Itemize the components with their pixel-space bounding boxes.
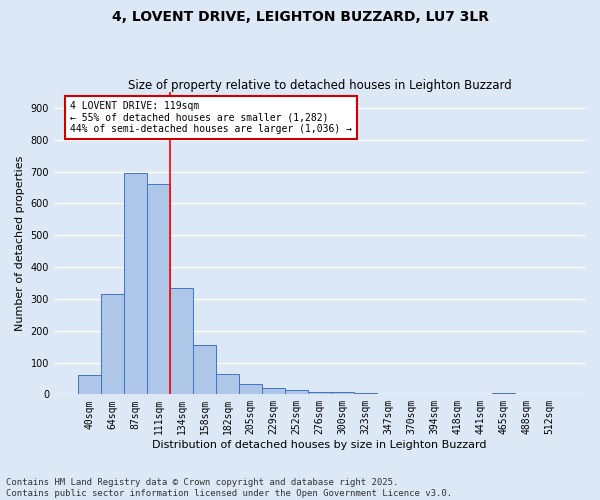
Bar bbox=[216, 374, 239, 394]
Bar bbox=[492, 392, 515, 394]
Bar bbox=[331, 392, 354, 394]
Bar bbox=[78, 375, 101, 394]
Bar bbox=[262, 388, 285, 394]
Title: Size of property relative to detached houses in Leighton Buzzard: Size of property relative to detached ho… bbox=[128, 79, 511, 92]
Text: 4, LOVENT DRIVE, LEIGHTON BUZZARD, LU7 3LR: 4, LOVENT DRIVE, LEIGHTON BUZZARD, LU7 3… bbox=[112, 10, 488, 24]
Bar bbox=[354, 392, 377, 394]
Bar bbox=[124, 173, 147, 394]
Bar bbox=[147, 184, 170, 394]
Bar bbox=[239, 384, 262, 394]
X-axis label: Distribution of detached houses by size in Leighton Buzzard: Distribution of detached houses by size … bbox=[152, 440, 487, 450]
Bar bbox=[285, 390, 308, 394]
Text: 4 LOVENT DRIVE: 119sqm
← 55% of detached houses are smaller (1,282)
44% of semi-: 4 LOVENT DRIVE: 119sqm ← 55% of detached… bbox=[70, 101, 352, 134]
Bar bbox=[193, 345, 216, 395]
Bar bbox=[101, 294, 124, 394]
Bar bbox=[170, 288, 193, 395]
Y-axis label: Number of detached properties: Number of detached properties bbox=[15, 156, 25, 331]
Bar bbox=[308, 392, 331, 394]
Text: Contains HM Land Registry data © Crown copyright and database right 2025.
Contai: Contains HM Land Registry data © Crown c… bbox=[6, 478, 452, 498]
